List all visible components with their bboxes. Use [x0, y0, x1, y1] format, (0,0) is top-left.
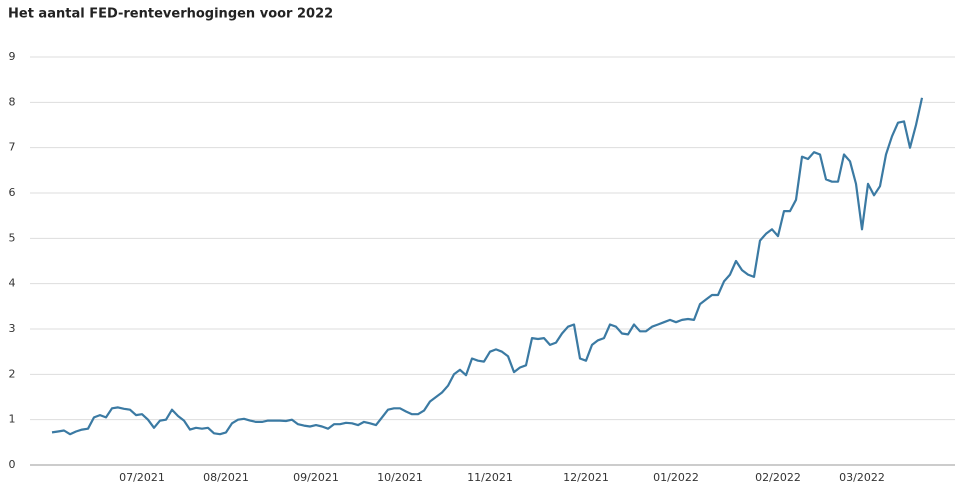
x-tick-label: 12/2021	[563, 471, 609, 484]
y-tick-label: 4	[9, 277, 16, 290]
y-tick-label: 9	[9, 50, 16, 63]
y-tick-label: 8	[9, 95, 16, 108]
x-tick-label: 02/2022	[755, 471, 801, 484]
data-line	[51, 97, 924, 436]
y-tick-label: 7	[9, 141, 16, 154]
chart-title: Het aantal FED-renteverhogingen voor 202…	[8, 7, 333, 22]
y-tick-label: 0	[9, 458, 16, 471]
y-tick-label: 6	[9, 186, 16, 199]
x-tick-label: 01/2022	[653, 471, 699, 484]
x-tick-label: 10/2021	[377, 471, 423, 484]
y-tick-label: 1	[9, 413, 16, 426]
x-tick-label: 08/2021	[203, 471, 249, 484]
y-tick-label: 5	[9, 231, 16, 244]
y-tick-label: 3	[9, 322, 16, 335]
y-tick-label: 2	[9, 367, 16, 380]
x-tick-label: 07/2021	[119, 471, 165, 484]
x-tick-label: 09/2021	[293, 471, 339, 484]
x-tick-label: 03/2022	[839, 471, 885, 484]
x-tick-label: 11/2021	[467, 471, 513, 484]
